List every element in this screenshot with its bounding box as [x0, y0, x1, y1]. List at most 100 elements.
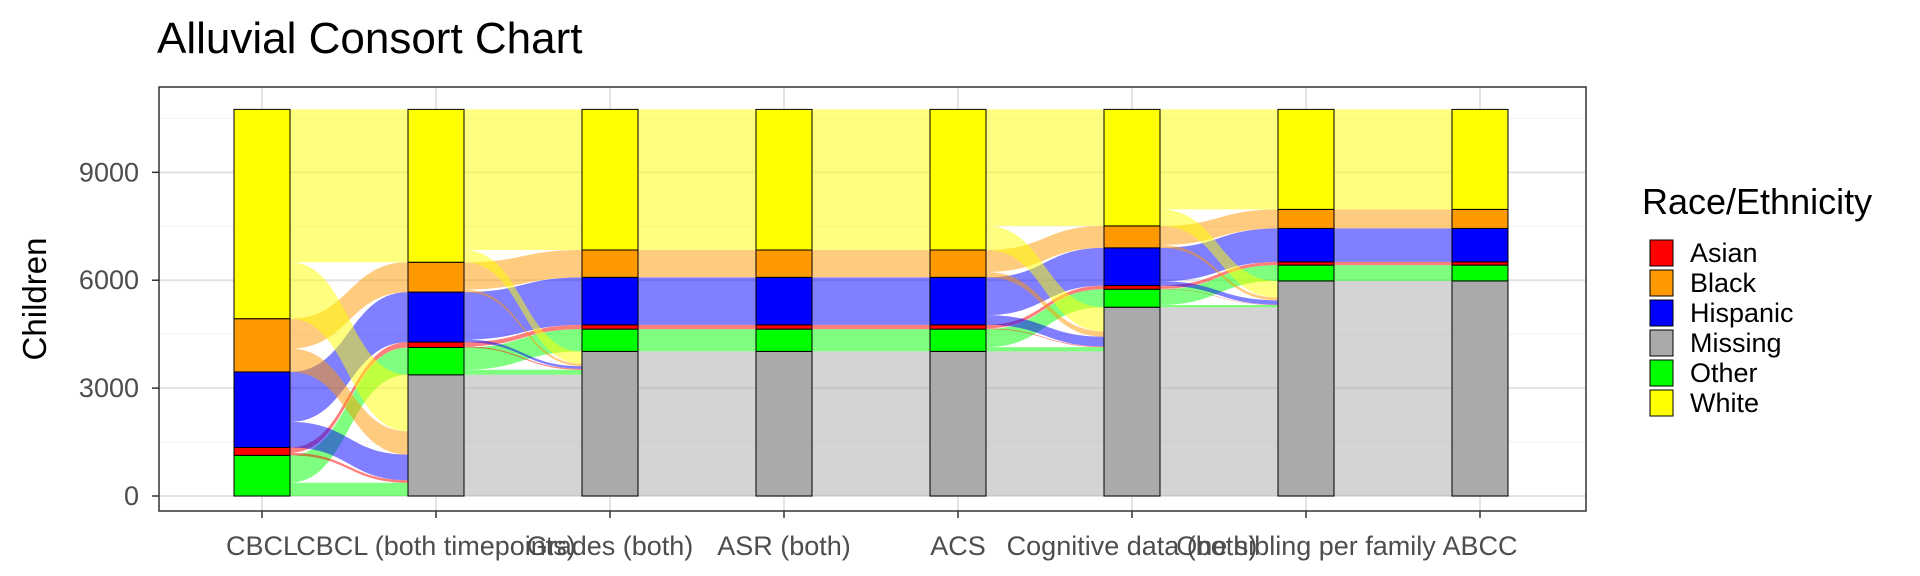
flow-white	[464, 109, 582, 251]
legend-label-hispanic: Hispanic	[1690, 298, 1794, 328]
flow-white	[1334, 109, 1452, 210]
flow-asian	[1160, 261, 1278, 289]
stratum-asian	[1103, 285, 1161, 290]
stratum-white	[1103, 108, 1161, 227]
stratum-other	[581, 328, 639, 352]
flow-black	[1160, 209, 1278, 245]
flow-asian	[812, 324, 930, 330]
dropout-flow-black	[464, 289, 582, 367]
legend-title: Race/Ethnicity	[1642, 181, 1872, 222]
flow-missing	[1334, 280, 1452, 496]
flow-black	[1334, 209, 1452, 229]
flow-asian	[638, 324, 756, 330]
flow-white	[986, 109, 1104, 226]
legend-key-asian	[1649, 239, 1674, 267]
legend-label-black: Black	[1690, 268, 1757, 298]
stratum-other	[233, 454, 291, 497]
y-axis-title: Children	[16, 238, 53, 361]
stratum-asian	[407, 341, 465, 348]
stratum-white	[407, 108, 465, 263]
flow-missing	[986, 351, 1104, 496]
dropout-flow-black	[290, 348, 408, 455]
legend-key-white	[1649, 389, 1674, 417]
flow-missing	[812, 351, 930, 496]
x-tick-label: CBCL (both timepoints)	[296, 531, 576, 561]
stratum-hispanic	[581, 276, 639, 326]
flow-other	[1334, 265, 1452, 281]
x-tick-label: ABCC	[1442, 531, 1517, 561]
x-tick-label: CBCL	[226, 531, 298, 561]
flow-white	[290, 109, 408, 263]
dropout-flow-white	[464, 250, 582, 364]
stratum-missing	[755, 350, 813, 497]
flow-missing	[1160, 307, 1278, 496]
flow-hispanic	[638, 277, 756, 325]
flow-black	[638, 250, 756, 278]
flow-hispanic	[812, 277, 930, 325]
panel-border	[158, 86, 1587, 512]
stratum-hispanic	[929, 276, 987, 326]
y-axis: 0 3000 6000 9000	[79, 157, 159, 511]
flow-black	[812, 250, 930, 278]
dropout-flow-white	[986, 225, 1104, 332]
legend-key-hispanic	[1649, 299, 1674, 327]
dropout-flow-other	[290, 482, 408, 496]
x-tick-label: Grades (both)	[527, 531, 694, 561]
stratum-hispanic	[233, 371, 291, 448]
stratum-asian	[233, 446, 291, 456]
stratum-missing	[581, 350, 639, 497]
stratum-missing	[929, 350, 987, 497]
flow-asian	[1334, 261, 1452, 266]
legend-key-other	[1649, 359, 1674, 387]
flow-missing	[464, 374, 582, 496]
flow-hispanic	[1334, 228, 1452, 262]
stratum-missing	[407, 374, 465, 497]
stratum-white	[581, 108, 639, 251]
stratum-hispanic	[1451, 227, 1509, 263]
stratum-white	[929, 108, 987, 251]
flow-black	[464, 250, 582, 290]
flow-white	[638, 109, 756, 251]
legend-key-black	[1649, 269, 1674, 297]
flow-other	[464, 329, 582, 370]
dropout-flow-other	[986, 347, 1104, 352]
y-tick-label: 0	[124, 481, 139, 511]
stratum-other	[1103, 288, 1161, 308]
flow-missing	[638, 351, 756, 496]
flow-other	[812, 329, 930, 352]
stratum-hispanic	[407, 291, 465, 343]
dropout-flow-hispanic	[290, 421, 408, 481]
dropout-flow-hispanic	[986, 315, 1104, 347]
stratum-white	[233, 108, 291, 320]
x-tick-label: ASR (both)	[717, 531, 851, 561]
flow-asian	[464, 324, 582, 347]
stratum-black	[581, 249, 639, 278]
strata	[233, 108, 1509, 497]
stratum-asian	[581, 324, 639, 330]
y-tick-label: 9000	[79, 157, 139, 187]
dropout-flow-other	[464, 369, 582, 375]
legend-key-missing	[1649, 329, 1674, 357]
dropout-flow-other	[1160, 305, 1278, 308]
stratum-missing	[1277, 280, 1335, 497]
y-tick-label: 3000	[79, 373, 139, 403]
flow-white	[1160, 109, 1278, 210]
stratum-black	[755, 249, 813, 278]
dropout-flow-asian	[290, 452, 408, 483]
legend-label-other: Other	[1690, 358, 1758, 388]
stratum-black	[929, 249, 987, 278]
flow-black	[986, 225, 1104, 272]
stratum-hispanic	[755, 276, 813, 326]
legend-label-asian: Asian	[1690, 238, 1758, 268]
stratum-white	[1277, 108, 1335, 210]
stratum-other	[407, 346, 465, 376]
stratum-hispanic	[1277, 227, 1335, 263]
dropout-flow-black	[986, 271, 1104, 337]
dropout-flow-hispanic	[464, 339, 582, 369]
flow-other	[638, 329, 756, 352]
legend: Race/Ethnicity AsianBlackHispanicMissingO…	[1642, 181, 1872, 418]
x-tick-label: ACS	[930, 531, 986, 561]
stratum-white	[755, 108, 813, 251]
stratum-hispanic	[1103, 247, 1161, 287]
